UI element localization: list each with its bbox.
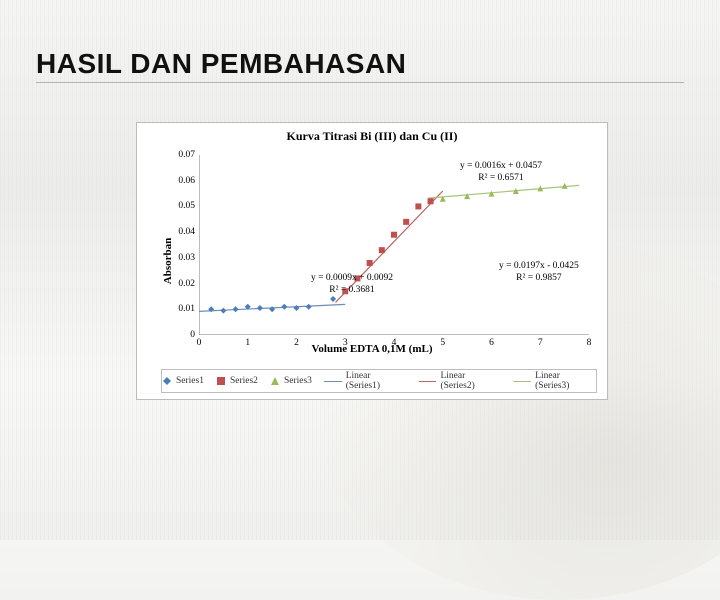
legend-item: Series3 xyxy=(270,376,312,386)
legend-label: Series2 xyxy=(230,376,258,386)
legend-label: Series3 xyxy=(284,376,312,386)
legend-item: Series1 xyxy=(162,376,204,386)
ytick-label: 0.01 xyxy=(178,304,195,314)
legend-label: Series1 xyxy=(176,376,204,386)
ytick-label: 0.06 xyxy=(178,176,195,186)
legend: Series1 Series2 Series3 Linear (Series1) Lin… xyxy=(161,369,597,393)
legend-label: Linear (Series3) xyxy=(535,371,596,391)
legend-item: Linear (Series1) xyxy=(324,371,407,391)
chart-title: Kurva Titrasi Bi (III) dan Cu (II) xyxy=(137,123,607,144)
x-axis-label: Volume EDTA 0,1M (mL) xyxy=(137,343,607,355)
equation-annotation: y = 0.0197x - 0.0425R² = 0.9857 xyxy=(499,261,579,285)
page-title: HASIL DAN PEMBAHASAN xyxy=(36,48,684,83)
legend-label: Linear (Series1) xyxy=(346,371,407,391)
legend-item: Linear (Series3) xyxy=(513,371,596,391)
ytick-label: 0.03 xyxy=(178,253,195,263)
legend-item: Series2 xyxy=(216,376,258,386)
plot-area: 00.010.020.030.040.050.060.07012345678y … xyxy=(199,155,589,335)
ytick-label: 0.04 xyxy=(178,227,195,237)
ytick-label: 0.02 xyxy=(178,279,195,289)
ytick-label: 0.05 xyxy=(178,201,195,211)
ytick-label: 0.07 xyxy=(178,150,195,160)
ytick-label: 0 xyxy=(190,330,195,340)
chart-container: Kurva Titrasi Bi (III) dan Cu (II) Absor… xyxy=(136,122,608,400)
equation-annotation: y = 0.0016x + 0.0457R² = 0.6571 xyxy=(460,161,542,185)
legend-label: Linear (Series2) xyxy=(440,371,501,391)
legend-item: Linear (Series2) xyxy=(419,371,502,391)
y-axis-label: Absorban xyxy=(162,238,174,284)
equation-annotation: y = 0.0009x + 0.0092R² = 0.3681 xyxy=(311,273,393,297)
